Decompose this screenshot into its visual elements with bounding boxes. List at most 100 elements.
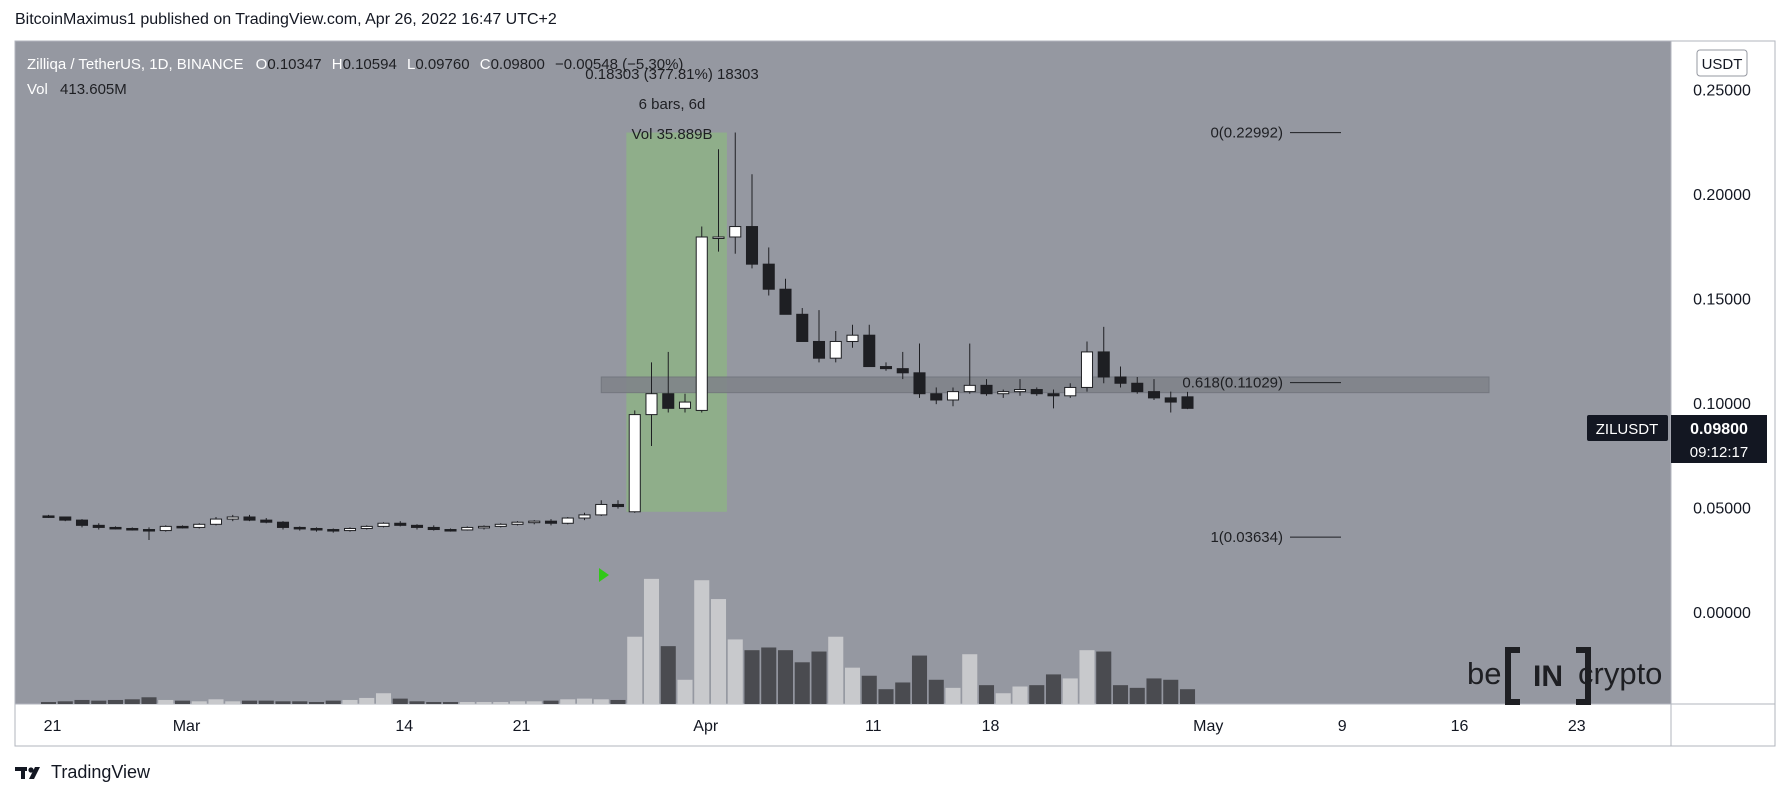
candle[interactable] [946,387,960,407]
candle[interactable] [126,527,139,531]
measure-zone[interactable] [626,132,727,512]
candle[interactable] [109,526,122,530]
candle[interactable] [1181,391,1194,410]
last-price-badge [1671,415,1767,463]
candle[interactable] [59,516,72,522]
candle[interactable] [1147,379,1161,400]
measure-volume: Vol 35.889B [632,126,713,143]
volume-label: Vol [27,81,48,98]
candle[interactable] [427,525,440,531]
candle-body [1114,376,1127,384]
candle[interactable] [628,410,641,513]
candle[interactable] [142,527,156,540]
candle[interactable] [310,527,323,532]
candle[interactable] [846,324,859,348]
candle[interactable] [829,331,842,363]
candle[interactable] [812,310,826,363]
candle[interactable] [42,514,55,519]
candle[interactable] [327,528,340,533]
volume-bar [275,701,291,704]
candle[interactable] [159,525,172,532]
date-tick-label: Apr [693,718,719,735]
candle[interactable] [293,526,306,531]
volume-bar [292,701,308,704]
candle[interactable] [1114,366,1127,388]
candle[interactable] [343,527,357,532]
replay-marker-icon[interactable] [599,568,609,582]
candle[interactable] [963,343,976,394]
volume-bar [878,689,894,704]
candle[interactable] [561,516,574,525]
candle[interactable] [712,149,725,252]
candle[interactable] [193,523,206,529]
candle[interactable] [796,308,809,342]
candle-body [444,529,457,532]
candle[interactable] [276,521,290,530]
candle[interactable] [75,519,89,528]
candle-body [595,503,608,516]
candle-body [611,503,625,508]
candle[interactable] [980,379,993,396]
candle[interactable] [1064,383,1077,398]
candle[interactable] [511,521,524,526]
candle[interactable] [997,389,1010,398]
candle[interactable] [662,351,675,413]
candle[interactable] [779,278,792,315]
candle[interactable] [1164,391,1177,413]
currency-button[interactable] [1696,49,1748,77]
volume-bar [158,699,174,704]
candle[interactable] [1080,341,1094,392]
candle[interactable] [678,393,692,413]
candle[interactable] [645,362,658,446]
candle[interactable] [930,387,943,405]
chart-pane[interactable] [15,41,1671,704]
candle[interactable] [896,351,909,380]
candle-body [829,340,842,359]
candle[interactable] [762,247,775,296]
price-axis[interactable] [1671,41,1775,746]
candle[interactable] [595,500,608,516]
candle[interactable] [879,362,893,371]
date-tick-label: 16 [1451,718,1469,735]
candle[interactable] [578,512,591,521]
tradingview-footer[interactable]: TradingView [15,762,150,783]
volume-bar [359,697,375,704]
candle[interactable] [360,525,373,530]
candle[interactable] [444,528,457,532]
candle[interactable] [243,514,256,522]
candle[interactable] [260,518,273,524]
price-chart[interactable]: 0(0.22992) 0.618(0.11029) 1(0.03634) 0.250… [0,0,1791,760]
candle[interactable] [410,524,424,530]
volume-bar [342,699,358,704]
candle[interactable] [461,526,474,531]
candle[interactable] [913,343,926,398]
candle[interactable] [611,500,625,509]
resistance-band[interactable] [600,376,1490,394]
volume-bar [1029,685,1045,704]
candle[interactable] [394,521,407,527]
candle[interactable] [745,174,759,269]
candle-body [209,518,223,525]
candle[interactable] [1030,387,1043,396]
candle[interactable] [1131,376,1144,394]
symbol-title[interactable]: Zilliqa / TetherUS, 1D, BINANCE [27,56,243,73]
candle[interactable] [729,132,742,254]
candle[interactable] [92,523,105,530]
time-axis[interactable] [15,704,1671,746]
volume-bar [811,651,827,704]
candle-body [109,526,122,530]
candle[interactable] [863,324,876,368]
candle[interactable] [477,525,491,530]
candle[interactable] [226,514,239,522]
candle[interactable] [1097,326,1110,384]
candle[interactable] [1047,389,1060,409]
candle[interactable] [494,523,507,528]
candle[interactable] [544,519,558,526]
candle[interactable] [176,525,189,529]
candle[interactable] [695,226,708,413]
ohlc-open-value: 0.10347 [267,56,321,73]
candle[interactable] [1013,379,1027,396]
candle[interactable] [209,516,223,526]
candle[interactable] [528,520,541,525]
candle[interactable] [377,522,390,528]
